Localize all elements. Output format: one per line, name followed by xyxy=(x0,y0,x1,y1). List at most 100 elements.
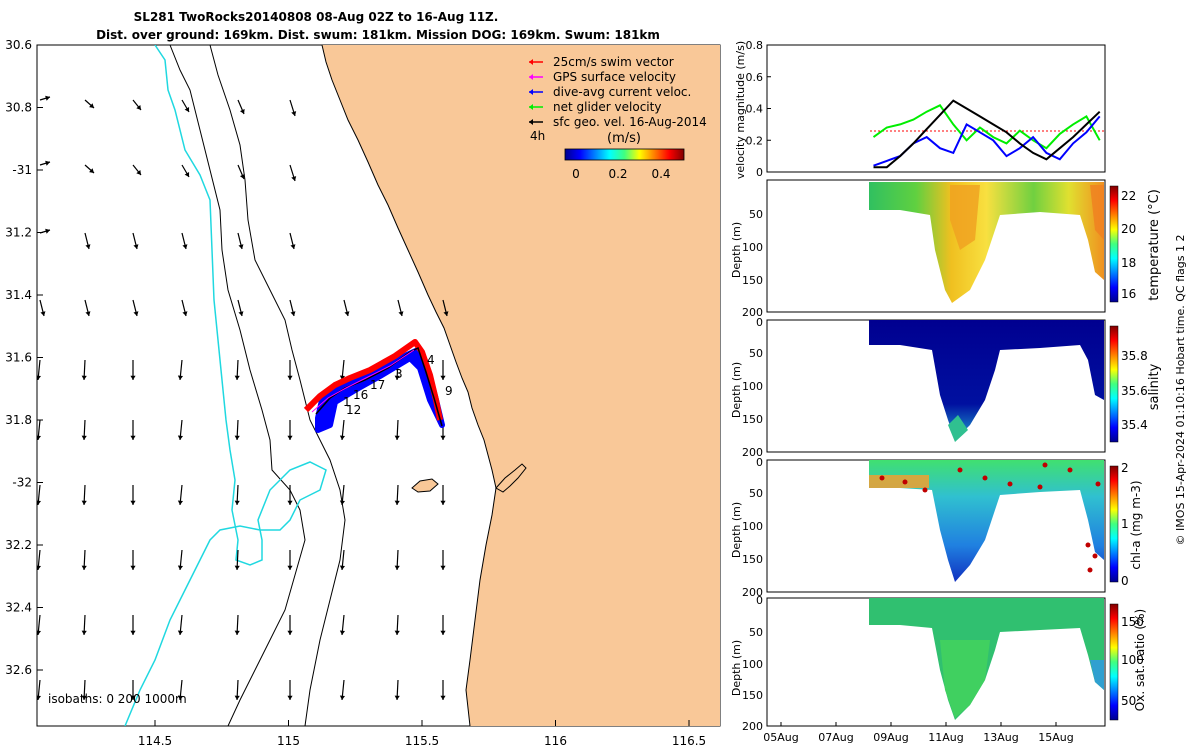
temperature-ylabel: Depth (m) xyxy=(730,222,743,278)
temperature-cbar-label: temperature (°C) xyxy=(1147,189,1162,301)
vector-arrowhead xyxy=(130,375,136,380)
vector-arrowhead xyxy=(37,695,41,700)
vector-arrowhead xyxy=(85,311,91,316)
track-label-17: 17 xyxy=(370,378,385,392)
track-label-12: 12 xyxy=(346,403,361,417)
vector-arrowhead xyxy=(287,435,293,440)
salinity-cbar-tick-35.8: 35.8 xyxy=(1121,349,1148,363)
colorbar-unit-label: (m/s) xyxy=(607,131,641,146)
vector-arrowhead xyxy=(37,500,41,505)
chla-ylabel: Depth (m) xyxy=(730,502,743,558)
vector-arrowhead xyxy=(81,500,87,505)
vector-arrowhead xyxy=(291,111,297,116)
vector-arrowhead xyxy=(177,630,183,635)
chla-ytick-200: 200 xyxy=(742,586,763,599)
chla-ytick-50: 50 xyxy=(749,487,763,500)
vector-arrowhead xyxy=(234,435,240,440)
vector-arrowhead xyxy=(184,107,190,112)
salinity-section xyxy=(869,320,1104,440)
colorbar-tick-0: 0 xyxy=(572,167,580,181)
vector-arrowhead xyxy=(85,244,91,249)
temperature-cbar-tick-22: 22 xyxy=(1121,189,1136,203)
vector-arrowhead xyxy=(287,695,293,700)
land-mass xyxy=(322,45,720,726)
legend-label: 25cm/s swim vector xyxy=(553,55,674,69)
vector-arrowhead xyxy=(440,630,446,635)
oxygen-cbar-tick-50: 50 xyxy=(1121,694,1136,708)
chla-hotspot-dot xyxy=(1085,542,1091,548)
temperature-ytick-100: 100 xyxy=(742,241,763,254)
velocity-series-line xyxy=(872,104,1101,150)
chla-section xyxy=(869,460,1104,582)
chla-surface-bloom xyxy=(869,475,929,488)
chla-hotspots xyxy=(879,462,1101,573)
oxygen-ytick-200: 200 xyxy=(742,720,763,733)
legend-arrowhead xyxy=(529,59,533,65)
vector-arrowhead xyxy=(37,630,41,635)
vector-arrowhead xyxy=(177,500,183,505)
temperature-panel: Depth (m) 50 100 150 200 16 18 20 22 tem… xyxy=(730,179,1162,319)
vector-arrowhead xyxy=(290,244,296,249)
vector-arrowhead xyxy=(394,500,400,505)
vector-arrowhead xyxy=(339,565,345,570)
vector-arrowhead xyxy=(182,244,188,249)
oxygen-ytick-0: 0 xyxy=(756,594,763,607)
time-tick-label: 15Aug xyxy=(1038,731,1073,744)
legend-label: GPS surface velocity xyxy=(553,70,676,84)
gps-track-line xyxy=(311,349,415,413)
vector-arrowhead xyxy=(394,630,400,635)
salinity-panel: Depth (m) 0 50 100 150 200 35.4 35.6 35.… xyxy=(730,316,1162,459)
vector-arrowhead xyxy=(234,630,240,635)
lon-tick-label: 115 xyxy=(277,734,300,748)
chla-hotspot-dot xyxy=(879,475,885,481)
vector-arrowhead xyxy=(440,695,446,700)
legend-arrowhead xyxy=(529,104,533,110)
current-vector-field xyxy=(37,95,449,701)
island-rottnest xyxy=(411,478,439,493)
velocity-frame xyxy=(766,44,1106,173)
salinity-ytick-200: 200 xyxy=(742,446,763,459)
vector-arrowhead xyxy=(89,103,94,108)
longitude-axis: 114.5 115 115.5 116 116.5 xyxy=(138,720,706,748)
vector-arrowhead xyxy=(443,311,449,316)
credit-text: © IMOS 15-Apr-2024 01:10:16 Hobart time.… xyxy=(1174,235,1187,546)
vector-arrowhead xyxy=(394,375,400,380)
colorbar-tick-0.4: 0.4 xyxy=(651,167,670,181)
vector-arrowhead xyxy=(234,565,240,570)
legend-label: dive-avg current veloc. xyxy=(553,85,691,99)
oxygen-lower-patch xyxy=(940,640,990,718)
chla-colorbar xyxy=(1109,465,1119,583)
vector-arrowhead xyxy=(339,695,345,700)
chla-cbar-tick-0: 0 xyxy=(1121,574,1129,588)
lon-tick-label: 116 xyxy=(544,734,567,748)
time-tick-label: 09Aug xyxy=(873,731,908,744)
chla-cbar-label: chl-a (mg m-3) xyxy=(1129,480,1143,569)
lat-tick-label: 31.6 xyxy=(5,351,32,365)
vector-arrowhead xyxy=(45,228,50,234)
lat-tick-label: 31.2 xyxy=(5,226,32,240)
chla-ytick-100: 100 xyxy=(742,520,763,533)
velocity-ylabel: velocity magnitude (m/s) xyxy=(734,41,747,179)
vector-arrowhead xyxy=(81,435,87,440)
chla-hotspot-dot xyxy=(1095,481,1101,487)
chla-hotspot-dot xyxy=(1037,484,1043,490)
vector-arrowhead xyxy=(40,311,46,316)
lat-tick-label: 30.8 xyxy=(5,101,32,115)
temperature-ytick-50: 50 xyxy=(749,208,763,221)
chla-hotspot-dot xyxy=(1042,462,1048,468)
salinity-ytick-150: 150 xyxy=(742,413,763,426)
time-tick-label: 07Aug xyxy=(818,731,853,744)
vector-arrowhead xyxy=(45,95,50,101)
vector-arrowhead xyxy=(81,375,87,380)
velocity-ytick-label: 0.8 xyxy=(746,39,764,52)
chla-ytick-150: 150 xyxy=(742,553,763,566)
vector-arrowhead xyxy=(81,630,87,635)
isobaths-label: isobaths: 0 200 1000m xyxy=(48,692,187,706)
title-line-2: Dist. over ground: 169km. Dist. swum: 18… xyxy=(96,28,660,42)
oxygen-ylabel: Depth (m) xyxy=(730,640,743,696)
vector-arrowhead xyxy=(133,311,139,316)
lat-tick-label: 32.2 xyxy=(5,538,32,552)
